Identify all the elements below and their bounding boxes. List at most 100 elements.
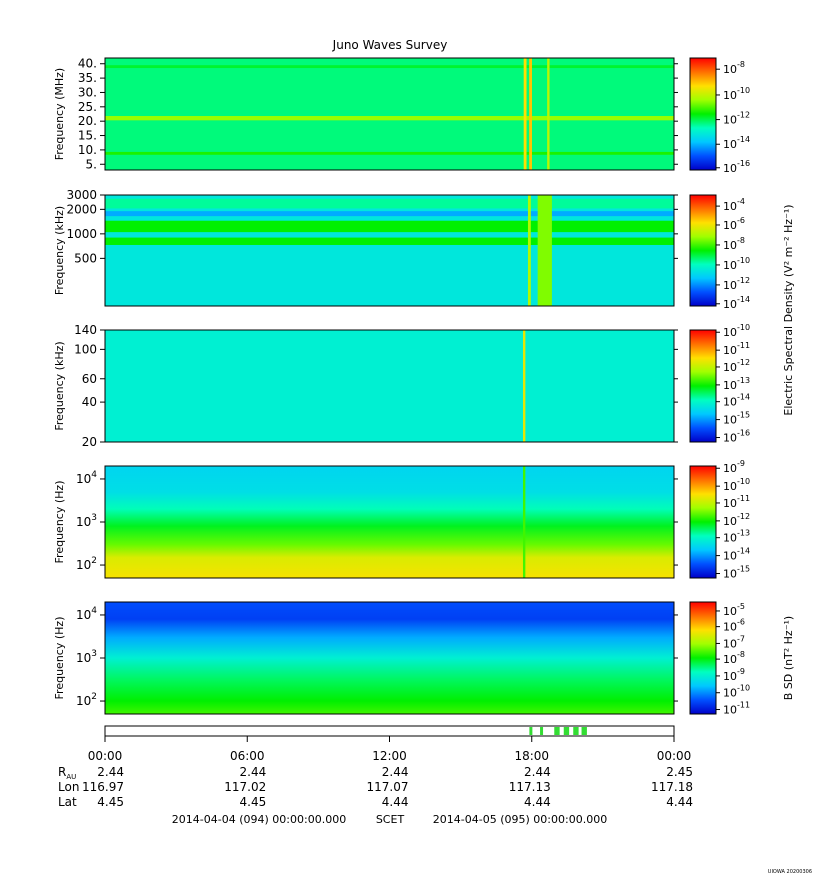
colorbar-tick-label: 10-11 xyxy=(723,701,750,717)
spectrogram-background xyxy=(105,330,674,442)
colorbar-tick-exponent: -14 xyxy=(737,547,750,556)
y-tick-label: 20 xyxy=(82,435,97,449)
colorbar-tick-exponent: -8 xyxy=(737,650,745,659)
ephemeris-value: 117.07 xyxy=(367,780,409,794)
x-tick-label: 18:00 xyxy=(514,749,549,763)
ephemeris-value: 4.44 xyxy=(524,795,551,809)
colorbar-tick-exponent: -6 xyxy=(737,618,745,627)
colorbar xyxy=(689,329,717,443)
colorbar-tick-label: 10-11 xyxy=(723,341,750,357)
x-tick-label: 12:00 xyxy=(372,749,407,763)
y-tick-label: 25. xyxy=(78,100,97,114)
spectrogram-panel-1: 5.10.15.20.25.30.35.40. Frequency (MHz) 10… xyxy=(53,57,750,175)
colorbar-tick-exponent: -11 xyxy=(737,701,750,710)
y-tick-label: 100 xyxy=(74,342,97,356)
spectrogram-band xyxy=(105,116,674,121)
chart-title: Juno Waves Survey xyxy=(332,38,448,52)
mode-bar-mark xyxy=(575,727,579,735)
y-tick-label: 10. xyxy=(78,143,97,157)
colorbar-tick-exponent: -14 xyxy=(737,393,750,402)
colorbar xyxy=(689,57,717,171)
footer-end-date: 2014-04-05 (095) 00:00:00.000 xyxy=(433,813,607,826)
colorbar-tick-exponent: -14 xyxy=(737,135,750,144)
y-tick-exponent: 2 xyxy=(91,692,97,702)
colorbar-tick-exponent: -9 xyxy=(737,459,745,468)
colorbar-tick-label: 10-12 xyxy=(723,111,750,127)
spectrogram-background xyxy=(105,58,674,170)
y-tick-label: 103 xyxy=(76,649,97,665)
spectrogram-burst xyxy=(522,330,526,442)
ephemeris-value: 117.18 xyxy=(651,780,693,794)
y-tick-label: 5. xyxy=(86,157,97,171)
colorbar-tick-label: 10-15 xyxy=(723,411,750,427)
spectrogram-background xyxy=(105,602,674,714)
ephemeris-row-label: Lon xyxy=(58,780,79,794)
spectrogram-burst xyxy=(523,58,527,170)
x-tick-label: 00:00 xyxy=(88,749,123,763)
ephemeris-row-label: Lat xyxy=(58,795,77,809)
ephemeris-value: 117.13 xyxy=(509,780,551,794)
colorbar-tick-exponent: -12 xyxy=(737,358,750,367)
ephemeris-row-label: RAU xyxy=(58,765,76,781)
colorbar-tick-label: 10-10 xyxy=(723,477,750,493)
colorbar-tick-label: 10-14 xyxy=(723,135,750,151)
mode-bar-mark xyxy=(563,727,567,735)
colorbar-label: Electric Spectral Density (V² m⁻² Hz⁻¹) xyxy=(782,204,795,415)
y-tick-exponent: 2 xyxy=(91,556,97,566)
mode-bar-mark xyxy=(566,727,570,735)
colorbar-tick-label: 10-9 xyxy=(723,459,745,475)
colorbar-tick-label: 10-16 xyxy=(723,429,750,445)
ephemeris-value: 4.45 xyxy=(97,795,124,809)
colorbar-tick-exponent: -8 xyxy=(737,236,745,245)
colorbar-tick-label: 10-15 xyxy=(723,565,750,581)
colorbar-tick-label: 10-8 xyxy=(723,236,745,252)
spectrogram-burst xyxy=(537,195,552,306)
spectrogram-burst xyxy=(529,58,532,170)
colorbar-tick-label: 10-13 xyxy=(723,376,750,392)
y-tick-label: 20. xyxy=(78,114,97,128)
y-tick-label: 3000 xyxy=(66,188,97,202)
colorbar-tick-label: 10-16 xyxy=(723,159,750,175)
ephemeris-value: 2.44 xyxy=(382,765,409,779)
colorbar-tick-label: 10-12 xyxy=(723,276,750,292)
colorbar-tick-label: 10-6 xyxy=(723,216,745,232)
ephemeris-value: 117.02 xyxy=(224,780,266,794)
y-tick-label: 103 xyxy=(76,513,97,529)
ephemeris-value: 2.44 xyxy=(240,765,267,779)
ephemeris-row-label-sub: AU xyxy=(66,773,76,781)
spectrogram-burst xyxy=(522,466,526,578)
colorbar-tick-label: 10-12 xyxy=(723,512,750,528)
ephemeris-value: 2.45 xyxy=(666,765,693,779)
colorbar-tick-label: 10-5 xyxy=(723,602,745,618)
y-axis-label: Frequency (kHz) xyxy=(53,206,66,295)
mode-bar-mark xyxy=(573,727,577,735)
y-tick-exponent: 3 xyxy=(91,513,97,523)
mode-bar-mark xyxy=(556,727,560,735)
y-tick-label: 104 xyxy=(76,470,97,486)
y-tick-label: 140 xyxy=(74,323,97,337)
y-tick-label: 2000 xyxy=(66,202,97,216)
spectrogram-panels: 5.10.15.20.25.30.35.40. Frequency (MHz) 10… xyxy=(53,57,795,717)
spectrogram-background xyxy=(105,466,674,578)
footer-start-date: 2014-04-04 (094) 00:00:00.000 xyxy=(172,813,346,826)
colorbar-tick-exponent: -13 xyxy=(737,376,750,385)
colorbar-tick-exponent: -11 xyxy=(737,341,750,350)
spectrogram-band xyxy=(105,198,674,209)
colorbar-tick-exponent: -12 xyxy=(737,111,750,120)
credit-text: UIOWA 20200306 xyxy=(768,869,812,875)
colorbar-tick-exponent: -10 xyxy=(737,684,750,693)
spectrogram-band xyxy=(105,65,674,69)
panel-frame xyxy=(104,194,675,307)
colorbar-tick-exponent: -7 xyxy=(737,634,745,643)
colorbar-tick-exponent: -4 xyxy=(737,197,745,206)
y-tick-exponent: 4 xyxy=(91,606,97,616)
spectrogram-band xyxy=(105,220,674,233)
colorbar-tick-label: 10-10 xyxy=(723,86,750,102)
colorbar-tick-exponent: -12 xyxy=(737,512,750,521)
mode-bar-mark xyxy=(583,727,587,735)
colorbar xyxy=(689,194,717,307)
colorbar xyxy=(689,601,717,715)
